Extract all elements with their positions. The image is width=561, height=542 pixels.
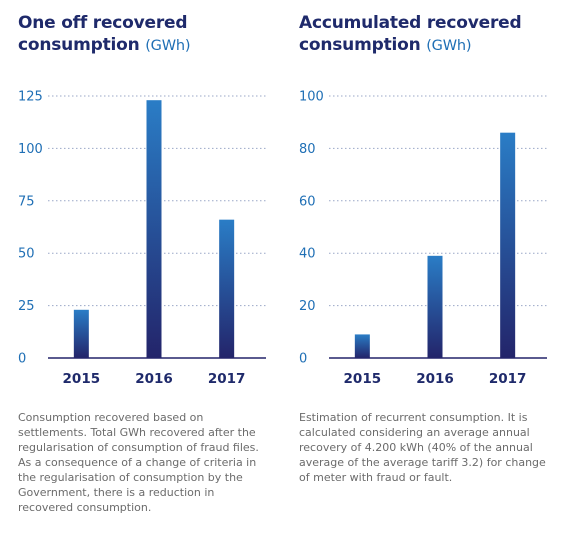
bar-2017 — [500, 132, 516, 358]
x-tick-label: 2015 — [344, 371, 382, 387]
bar-2016 — [427, 255, 443, 358]
bar-chart-accumulated: 0 20 40 60 80 100 2015 2016 2017 — [299, 90, 547, 387]
y-tick-label: 40 — [299, 247, 316, 262]
y-tick-label: 0 — [18, 352, 26, 367]
y-tick-label: 60 — [299, 194, 316, 209]
bar-chart-one-off: 0 25 50 75 100 125 2015 2016 2017 — [18, 90, 266, 387]
chart-caption: Estimation of recurrent consumption. It … — [299, 411, 546, 484]
y-tick-label: 20 — [299, 299, 316, 314]
chart-title-text: One off recovered consumption — [18, 13, 188, 55]
y-tick-label: 25 — [18, 299, 35, 314]
x-tick-label: 2016 — [135, 371, 173, 387]
chart-caption: Consumption recovered based on settlemen… — [18, 411, 259, 514]
chart-unit: (GWh) — [426, 38, 472, 54]
chart-panel-one-off: One off recovered consumption (GWh) 0 25 5… — [18, 0, 288, 542]
y-tick-label: 125 — [18, 90, 43, 105]
bar-2016 — [146, 100, 162, 358]
x-tick-label: 2017 — [208, 371, 246, 387]
chart-title: One off recovered consumption (GWh) — [18, 12, 288, 57]
chart-panel-accumulated: Accumulated recovered consumption (GWh) … — [299, 0, 561, 542]
chart-title-text: Accumulated recovered consumption — [299, 13, 522, 55]
y-tick-label: 80 — [299, 142, 316, 157]
bar-2015 — [73, 309, 89, 358]
y-tick-label: 75 — [18, 194, 35, 209]
bar-2017 — [219, 219, 235, 358]
bar-2015 — [354, 334, 370, 358]
y-tick-label: 100 — [299, 90, 324, 105]
chart-unit: (GWh) — [145, 38, 191, 54]
x-tick-label: 2015 — [63, 371, 101, 387]
x-tick-label: 2017 — [489, 371, 527, 387]
chart-title: Accumulated recovered consumption (GWh) — [299, 12, 561, 57]
y-tick-label: 50 — [18, 247, 35, 262]
y-tick-label: 100 — [18, 142, 43, 157]
y-tick-label: 0 — [299, 352, 307, 367]
x-tick-label: 2016 — [416, 371, 454, 387]
